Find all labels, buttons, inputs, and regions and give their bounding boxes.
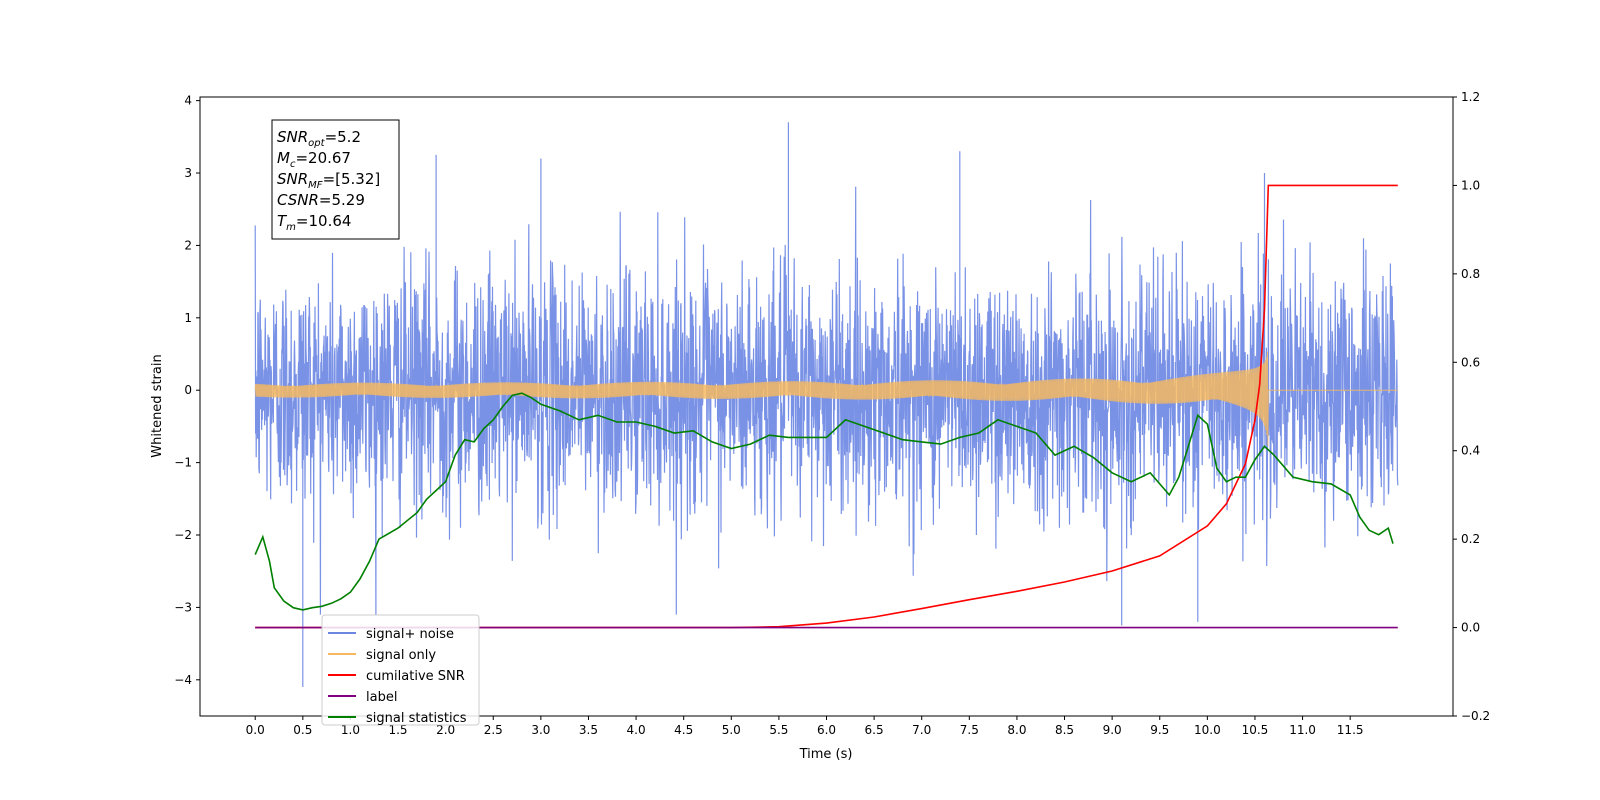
legend-label: label <box>366 690 397 705</box>
x-tick-label: 6.0 <box>817 723 836 737</box>
annotation-line: Mc=20.67 <box>277 149 351 170</box>
legend-label: cumilative SNR <box>366 669 465 684</box>
x-tick-label: 3.0 <box>531 723 550 737</box>
y-tick-label: 0 <box>184 383 192 397</box>
legend: signal+ noise signal only cumilative SNR la… <box>321 614 480 726</box>
x-tick-label: 11.5 <box>1337 723 1364 737</box>
y2-tick-label: 0.4 <box>1461 444 1480 458</box>
x-tick-label: 1.5 <box>388 723 407 737</box>
y2-tick-label: 1.2 <box>1461 90 1480 104</box>
series-signal-plus-noise <box>254 122 1399 687</box>
x-tick-label: 7.5 <box>960 723 979 737</box>
y-tick-label: 1 <box>184 311 192 325</box>
y2-tick-label: 0.8 <box>1461 267 1480 281</box>
annotation-line: SNRMF=[5.32] <box>277 170 380 191</box>
series-layer <box>254 122 1399 687</box>
y-axis-label: Whitened strain <box>150 354 165 457</box>
series-signal-statistics <box>254 392 1394 611</box>
ticks-layer: 0.0 0.5 1.0 1.5 2.0 2.5 3.0 3.5 4.0 4.5 5.0 5.5 6.0 6… <box>174 90 1490 737</box>
y2-tick-label: 0.2 <box>1461 532 1480 546</box>
annotation-line: CSNR=5.29 <box>277 191 365 209</box>
x-tick-label: 5.0 <box>722 723 741 737</box>
x-axis-label: Time (s) <box>799 747 853 762</box>
y2-tick-label: 0.0 <box>1461 621 1480 635</box>
x-tick-label: 2.0 <box>436 723 455 737</box>
y-tick-label: −2 <box>174 528 192 542</box>
y-tick-label: −3 <box>174 600 192 614</box>
annotation-line: Tm=10.64 <box>277 212 351 233</box>
y-tick-label: 3 <box>184 166 192 180</box>
x-tick-label: 0.5 <box>293 723 312 737</box>
y2-tick-label: −0.2 <box>1461 709 1490 723</box>
x-tick-label: 1.0 <box>341 723 360 737</box>
legend-label: signal only <box>366 648 436 663</box>
series-cumilative-snr <box>255 184 1398 629</box>
x-tick-label: 8.0 <box>1007 723 1026 737</box>
y-tick-label: −1 <box>174 456 192 470</box>
x-tick-label: 10.5 <box>1242 723 1269 737</box>
legend-label: signal statistics <box>366 711 467 726</box>
x-tick-label: 3.5 <box>579 723 598 737</box>
y2-tick-label: 1.0 <box>1461 178 1480 192</box>
x-tick-label: 8.5 <box>1055 723 1074 737</box>
annotation-line: SNRopt=5.2 <box>277 128 361 149</box>
x-tick-label: 7.0 <box>912 723 931 737</box>
x-tick-label: 2.5 <box>484 723 503 737</box>
y-tick-label: 4 <box>184 94 192 108</box>
x-tick-label: 6.5 <box>865 723 884 737</box>
y-tick-label: −4 <box>174 673 192 687</box>
x-tick-label: 4.5 <box>674 723 693 737</box>
legend-label: signal+ noise <box>366 627 454 642</box>
x-tick-label: 9.5 <box>1150 723 1169 737</box>
x-tick-label: 5.5 <box>769 723 788 737</box>
x-tick-label: 4.0 <box>627 723 646 737</box>
x-tick-label: 11.0 <box>1289 723 1316 737</box>
series-signal-only <box>254 351 1398 447</box>
x-tick-label: 0.0 <box>246 723 265 737</box>
y-tick-label: 2 <box>184 238 192 252</box>
x-tick-label: 10.0 <box>1194 723 1221 737</box>
y2-tick-label: 0.6 <box>1461 355 1480 369</box>
x-tick-label: 9.0 <box>1103 723 1122 737</box>
